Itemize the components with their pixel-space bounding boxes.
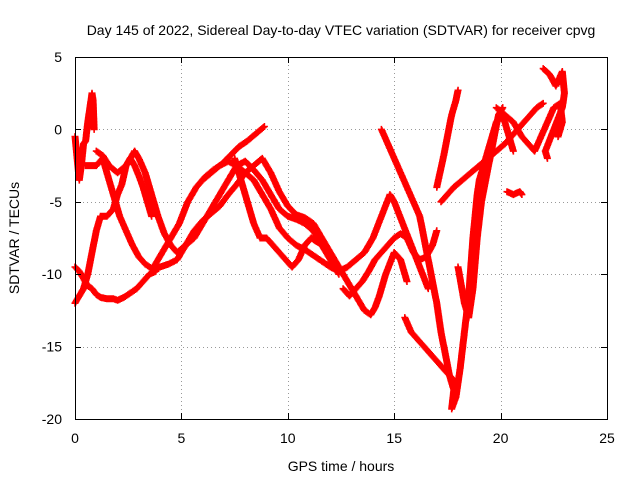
- plot-frame: [75, 57, 608, 420]
- series-track-o: [503, 188, 526, 199]
- data-points: [71, 65, 568, 413]
- x-tick-label: 0: [71, 430, 79, 446]
- y-tick-label: -10: [42, 266, 62, 282]
- series-track-h: [231, 154, 328, 271]
- series-markers: [437, 99, 547, 206]
- series-markers: [92, 147, 343, 278]
- x-tick-label: 5: [178, 430, 186, 446]
- series-track-j: [377, 125, 460, 387]
- y-tick-label: -20: [42, 411, 62, 427]
- x-tick-label: 25: [599, 430, 615, 446]
- x-tick-label: 15: [386, 430, 402, 446]
- series-track-m: [454, 104, 507, 322]
- y-tick-label: -15: [42, 339, 62, 355]
- series-markers: [339, 227, 441, 300]
- series-track-l: [433, 86, 462, 191]
- axis-ticks: 0 5 10 15 20 25 -20 -15 -10 -5 0 5: [42, 49, 615, 446]
- y-tick-label: 5: [54, 49, 62, 65]
- series-track-e: [92, 147, 343, 278]
- x-axis-label: GPS time / hours: [288, 458, 395, 474]
- series-track-n: [437, 99, 547, 206]
- y-tick-label: -5: [50, 194, 63, 210]
- series-markers: [231, 154, 328, 271]
- series-track-i: [339, 227, 441, 300]
- series-markers: [433, 86, 462, 191]
- chart-title: Day 145 of 2022, Sidereal Day-to-day VTE…: [87, 22, 596, 38]
- x-tick-label: 10: [280, 430, 296, 446]
- series-markers: [377, 125, 460, 387]
- series-markers: [503, 188, 526, 199]
- y-tick-label: 0: [54, 121, 62, 137]
- series-markers: [539, 65, 568, 162]
- x-tick-label: 20: [493, 430, 509, 446]
- series-track-q: [539, 65, 568, 162]
- series-markers: [454, 104, 507, 322]
- y-axis-label: SDTVAR / TECUs: [6, 182, 22, 294]
